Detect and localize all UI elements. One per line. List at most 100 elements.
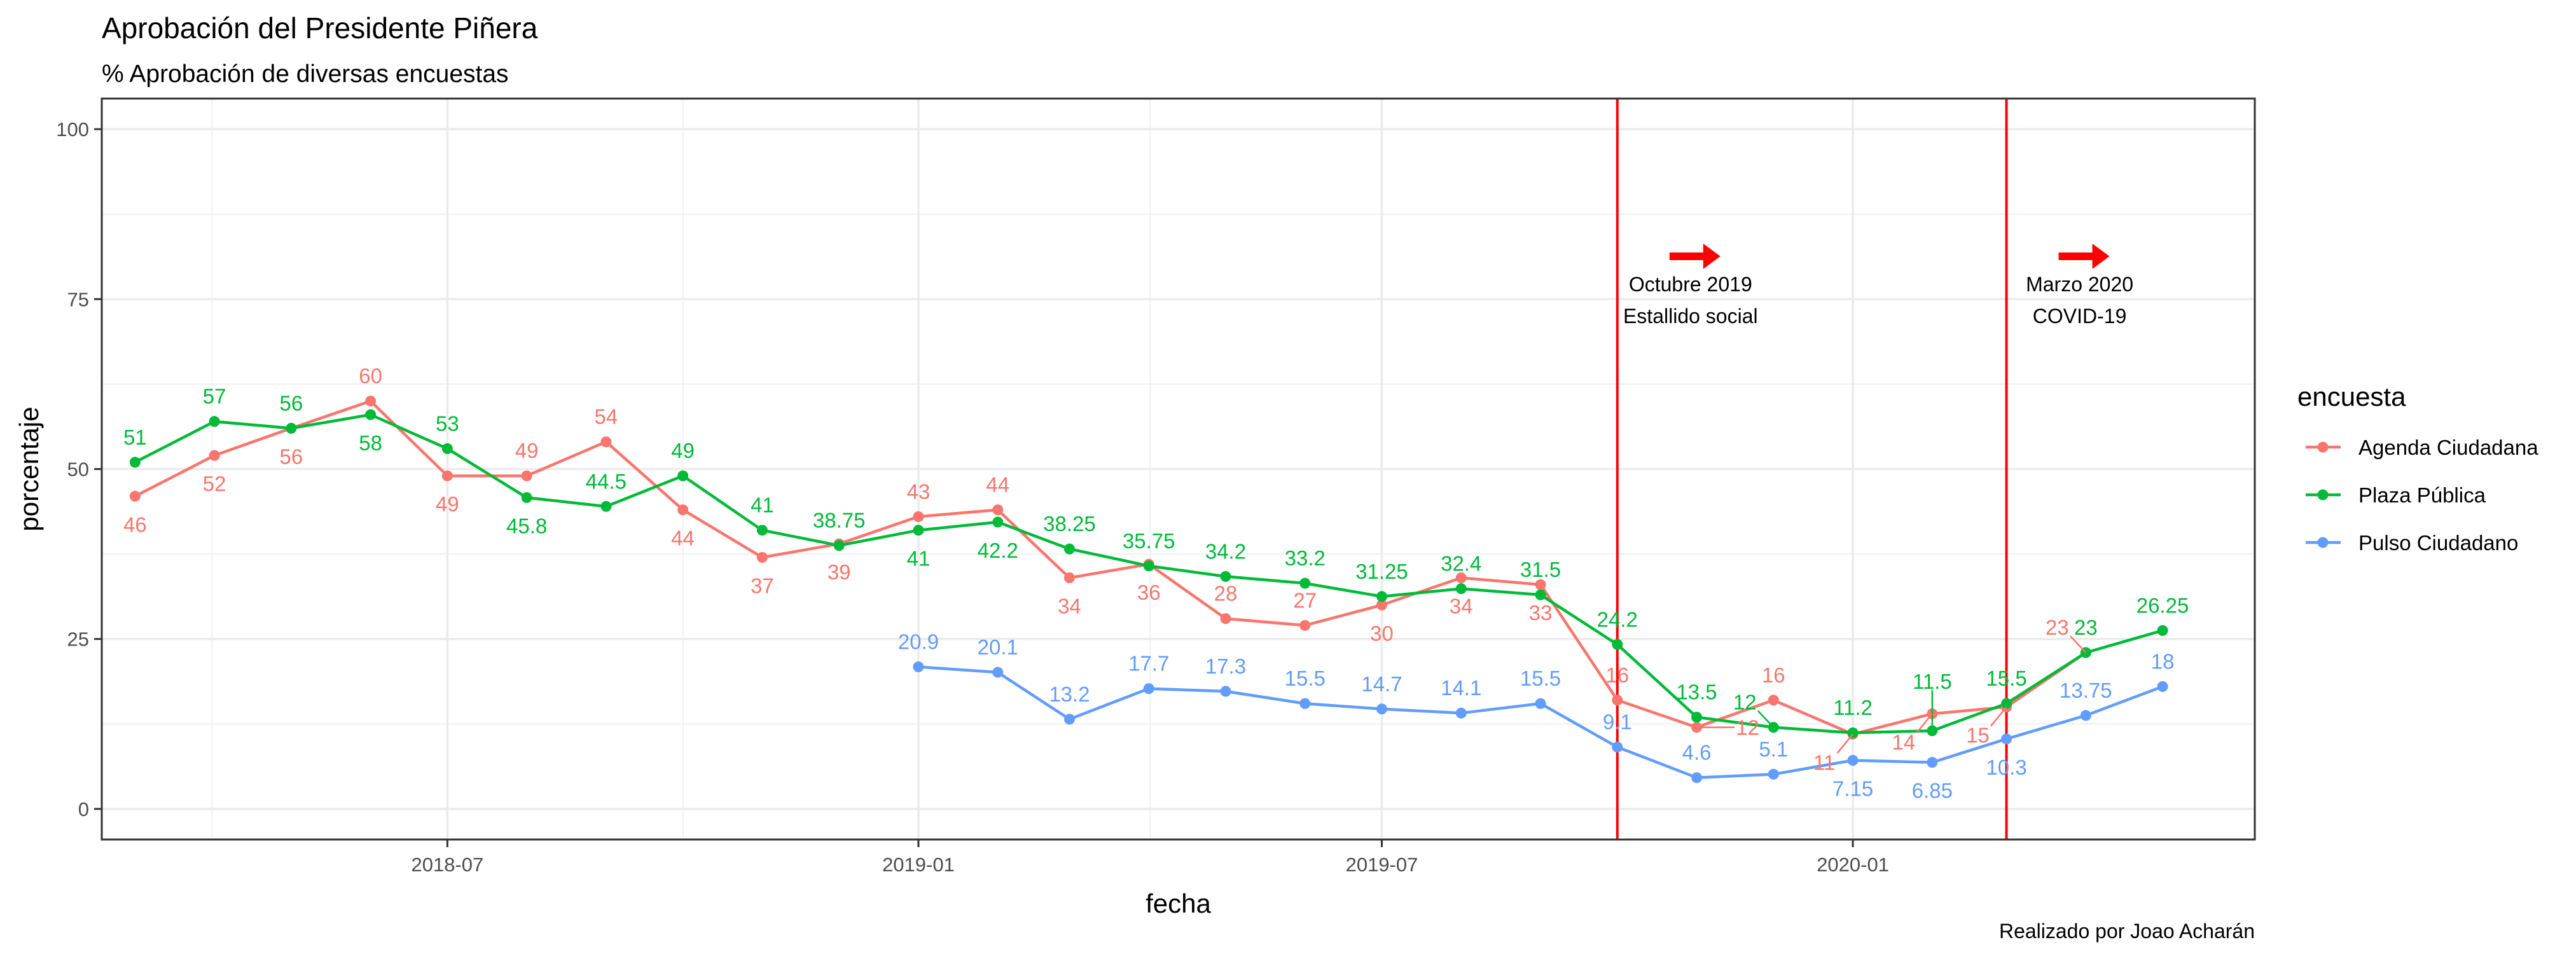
x-axis-label: fecha [1146, 888, 1211, 918]
data-label: 15.5 [1285, 667, 1326, 690]
chart-title: Aprobación del Presidente Piñera [102, 11, 538, 45]
y-tick-label: 0 [78, 798, 89, 820]
data-point [1768, 768, 1779, 780]
data-point [992, 516, 1004, 528]
data-label: 53 [436, 411, 459, 435]
data-label: 30 [1370, 621, 1394, 645]
x-tick-label: 2019-07 [1346, 854, 1418, 876]
data-point [913, 525, 924, 536]
annotation-lines [1616, 99, 2008, 840]
data-point [521, 470, 532, 481]
y-tick-label: 100 [56, 118, 89, 141]
data-label: 17.3 [1205, 654, 1246, 678]
data-point [756, 551, 768, 563]
data-label: 35.75 [1123, 529, 1175, 553]
legend-key-point [2317, 537, 2329, 548]
data-point [1063, 543, 1075, 555]
data-point [2157, 625, 2168, 636]
data-label: 14.7 [1361, 672, 1402, 696]
data-label: 18 [2151, 650, 2175, 674]
data-label: 33.2 [1285, 546, 1326, 570]
data-point [756, 525, 768, 536]
data-point [1220, 613, 1231, 625]
data-label: 15 [1966, 724, 1990, 747]
data-label: 33 [1529, 601, 1553, 625]
data-point [2157, 681, 2168, 693]
data-point [365, 409, 377, 420]
label-leader [1990, 706, 2007, 727]
data-label: 26.25 [2136, 593, 2189, 617]
series-points [129, 396, 2168, 784]
data-label: 42.2 [978, 539, 1018, 562]
data-label: 58 [359, 431, 382, 455]
label-leader [1836, 733, 1854, 754]
data-label: 4.6 [1682, 741, 1712, 764]
data-point [2001, 698, 2012, 709]
data-point [1299, 698, 1311, 709]
y-axis-label: porcentaje [14, 406, 44, 531]
data-label: 38.75 [813, 509, 866, 532]
data-label: 24.2 [1597, 607, 1638, 631]
data-point [1612, 742, 1623, 753]
data-point [1847, 754, 1859, 766]
legend-label: Pulso Ciudadano [2358, 531, 2518, 555]
x-tick-label: 2019-01 [882, 854, 955, 876]
data-point [600, 436, 612, 448]
data-label: 13.75 [2060, 679, 2112, 702]
data-label: 49 [436, 492, 459, 516]
data-label: 44.5 [586, 469, 627, 493]
data-label: 7.15 [1832, 777, 1873, 800]
data-point [209, 416, 220, 427]
data-point [1927, 757, 1938, 768]
data-label: 36 [1137, 581, 1161, 604]
data-label: 37 [751, 574, 774, 597]
data-point [1220, 686, 1231, 697]
y-tick-label: 50 [67, 459, 89, 481]
data-point [129, 457, 141, 468]
data-point [1455, 572, 1467, 584]
data-label: 28 [1214, 582, 1238, 605]
data-point [1768, 695, 1779, 706]
data-label: 16 [1762, 663, 1785, 687]
data-label: 45.8 [506, 514, 547, 537]
annotation-line-2: COVID-19 [2033, 305, 2127, 328]
data-point [1612, 695, 1623, 706]
y-tick-label: 75 [67, 288, 89, 310]
data-label: 41 [751, 494, 774, 517]
data-label: 49 [515, 439, 539, 462]
data-point [600, 501, 612, 512]
data-point [1535, 589, 1546, 600]
data-label: 15.5 [1520, 667, 1561, 690]
data-label: 12 [1733, 691, 1757, 714]
data-labels: 20.9 20.1 13.2 17.7 17.3 15.5 14.7 14.1 15.5 9.1 4… [123, 364, 2189, 803]
data-label: 51 [123, 425, 147, 449]
data-label: 56 [279, 391, 303, 415]
data-point [1143, 560, 1154, 572]
data-point [1455, 583, 1467, 595]
data-label: 23 [2046, 616, 2069, 639]
axes: 0 25 50 75 100 2018-07 2019-01 2019-07 2020-01 [56, 118, 1889, 876]
data-point [1063, 572, 1075, 584]
data-point [1376, 591, 1387, 602]
data-label: 16 [1605, 663, 1629, 687]
data-label: 34.2 [1205, 539, 1246, 563]
data-point [1376, 703, 1387, 715]
data-label: 14 [1892, 730, 1915, 754]
data-point [1691, 712, 1703, 723]
data-label: 15.5 [1986, 667, 2026, 690]
data-label: 31.25 [1355, 560, 1408, 583]
data-label: 39 [828, 560, 851, 584]
annotation-texts: Octubre 2019 Estallido social Marzo 2020 CO… [1623, 244, 2133, 328]
data-label: 34 [1450, 595, 1473, 618]
data-point [677, 470, 689, 481]
data-label: 54 [595, 405, 618, 429]
data-label: 56 [279, 445, 303, 468]
data-label: 12 [1736, 716, 1759, 740]
data-point [286, 422, 297, 434]
data-point [992, 667, 1004, 678]
data-label: 11.5 [1913, 670, 1952, 693]
data-label: 46 [123, 513, 147, 536]
data-label: 27 [1293, 588, 1317, 612]
data-point [521, 492, 532, 503]
data-point [441, 470, 453, 481]
